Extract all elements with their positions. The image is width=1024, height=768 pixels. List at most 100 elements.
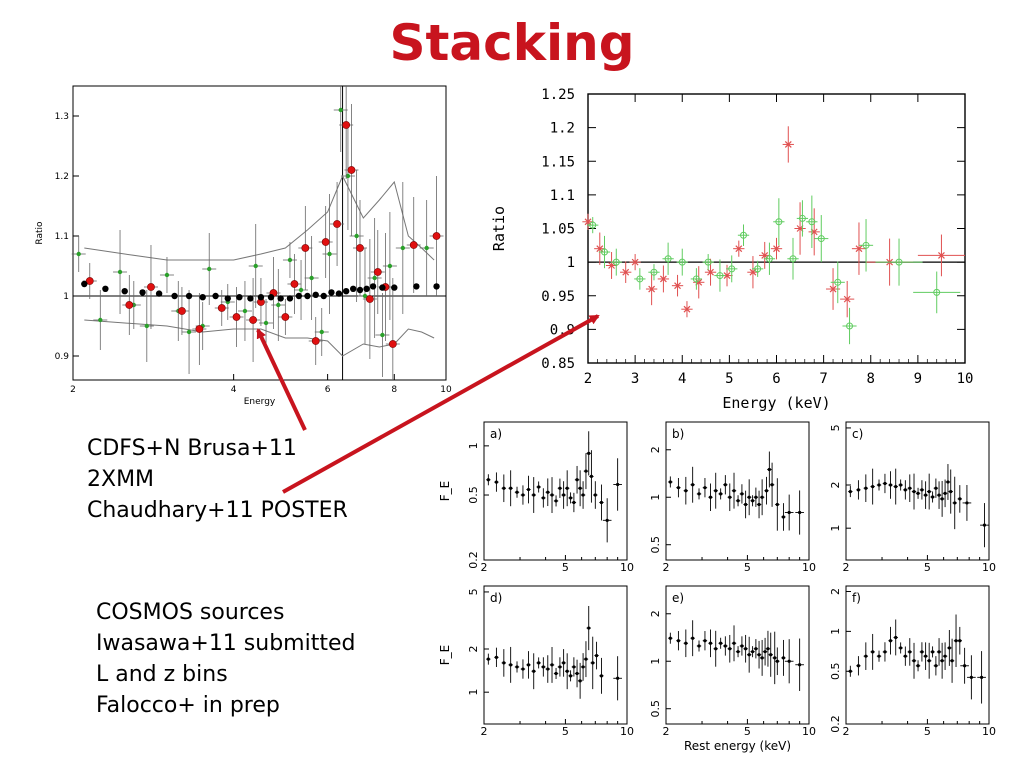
data-point [940, 659, 944, 663]
data-point [502, 486, 506, 490]
data-point [916, 491, 920, 495]
data-point [747, 495, 751, 499]
data-point [927, 489, 931, 494]
data-point [732, 489, 736, 493]
data-point [775, 218, 783, 226]
data-point [829, 285, 837, 293]
data-point [550, 493, 554, 497]
data-point [676, 639, 681, 643]
data-point [599, 500, 604, 505]
data-point [199, 294, 206, 301]
data-point [605, 518, 609, 522]
x-tick-label: 2 [663, 561, 670, 574]
data-point [708, 495, 713, 499]
data-point [691, 483, 695, 487]
y-tick-label: 0.2 [829, 715, 842, 733]
data-point [144, 323, 150, 329]
data-point [562, 493, 566, 497]
panel-label: d) [490, 591, 502, 605]
x-tick-label: 6 [325, 385, 331, 395]
data-point [754, 647, 758, 651]
data-point [342, 121, 351, 129]
y-axis-label: F_E [438, 645, 452, 665]
data-point [678, 258, 686, 266]
data-point [817, 235, 825, 243]
data-point [424, 245, 429, 251]
x-tick-label: 9 [914, 371, 922, 387]
data-point [757, 653, 761, 657]
data-point [765, 255, 773, 263]
data-point [554, 499, 558, 503]
data-point [676, 486, 681, 490]
data-point [775, 502, 779, 507]
data-point [321, 238, 330, 246]
data-point [600, 248, 608, 256]
panel-frame [665, 585, 810, 725]
data-point [757, 502, 761, 507]
y-tick-label: 1 [467, 442, 480, 449]
data-point [286, 295, 294, 302]
data-point [622, 268, 630, 276]
data-point [263, 320, 269, 326]
data-point [943, 654, 947, 658]
data-point [703, 639, 707, 643]
data-point [354, 233, 359, 239]
data-point [521, 667, 525, 671]
x-tick-label: 10 [620, 725, 634, 738]
data-point [683, 305, 691, 313]
data-point [920, 488, 924, 492]
data-point [362, 293, 368, 299]
data-point [584, 657, 588, 661]
x-tick-label: 2 [663, 725, 670, 738]
data-point [930, 495, 935, 499]
data-point [953, 501, 957, 505]
y-tick-label: 0.9 [550, 322, 575, 338]
data-point [532, 493, 536, 497]
x-tick-label: 4 [231, 385, 237, 395]
data-point [707, 268, 714, 276]
data-point [808, 218, 816, 226]
data-point [369, 283, 377, 290]
x-tick-label: 5 [744, 561, 751, 574]
data-point [903, 488, 907, 492]
data-point [979, 675, 984, 679]
x-tick-label: 10 [802, 561, 816, 574]
data-point [883, 650, 887, 654]
x-tick-label: 10 [982, 561, 996, 574]
data-point [963, 664, 967, 668]
data-point [703, 486, 707, 490]
data-point [85, 277, 94, 285]
data-point [287, 257, 293, 263]
data-point [333, 220, 341, 228]
data-point [650, 268, 658, 276]
data-point [515, 490, 519, 494]
x-tick-label: 10 [982, 725, 996, 738]
data-point [723, 644, 727, 648]
data-point [877, 654, 881, 658]
data-point [515, 665, 519, 669]
panel-a-plot: a) 2 5 10 0.2 0.5 1 F_E [438, 421, 634, 574]
data-point [871, 650, 875, 654]
right-ratio-plot: 2 3 4 5 6 7 8 9 10 0.85 0.9 0.95 1 1.05 1.1 1.15 1.2 1.25… [490, 87, 973, 412]
data-point [899, 483, 903, 487]
y-tick-label: 1.25 [541, 87, 575, 103]
data-point [883, 481, 887, 486]
data-point [433, 283, 440, 290]
x-tick-label: 2 [843, 725, 850, 738]
data-point [965, 501, 969, 505]
data-point [486, 657, 490, 661]
x-tick-label: 10 [620, 561, 634, 574]
data-point [345, 173, 351, 179]
x-tick-label: 2 [481, 725, 488, 738]
data-point [714, 647, 718, 651]
data-point [532, 669, 536, 673]
data-point [363, 285, 370, 292]
data-point [212, 292, 219, 300]
x-tick-label: 2 [70, 385, 76, 395]
data-point [599, 674, 604, 678]
data-point [871, 484, 875, 489]
data-point [526, 663, 531, 667]
data-point [224, 295, 231, 302]
y-axis-label: F_E [438, 481, 452, 501]
data-point [784, 141, 792, 148]
